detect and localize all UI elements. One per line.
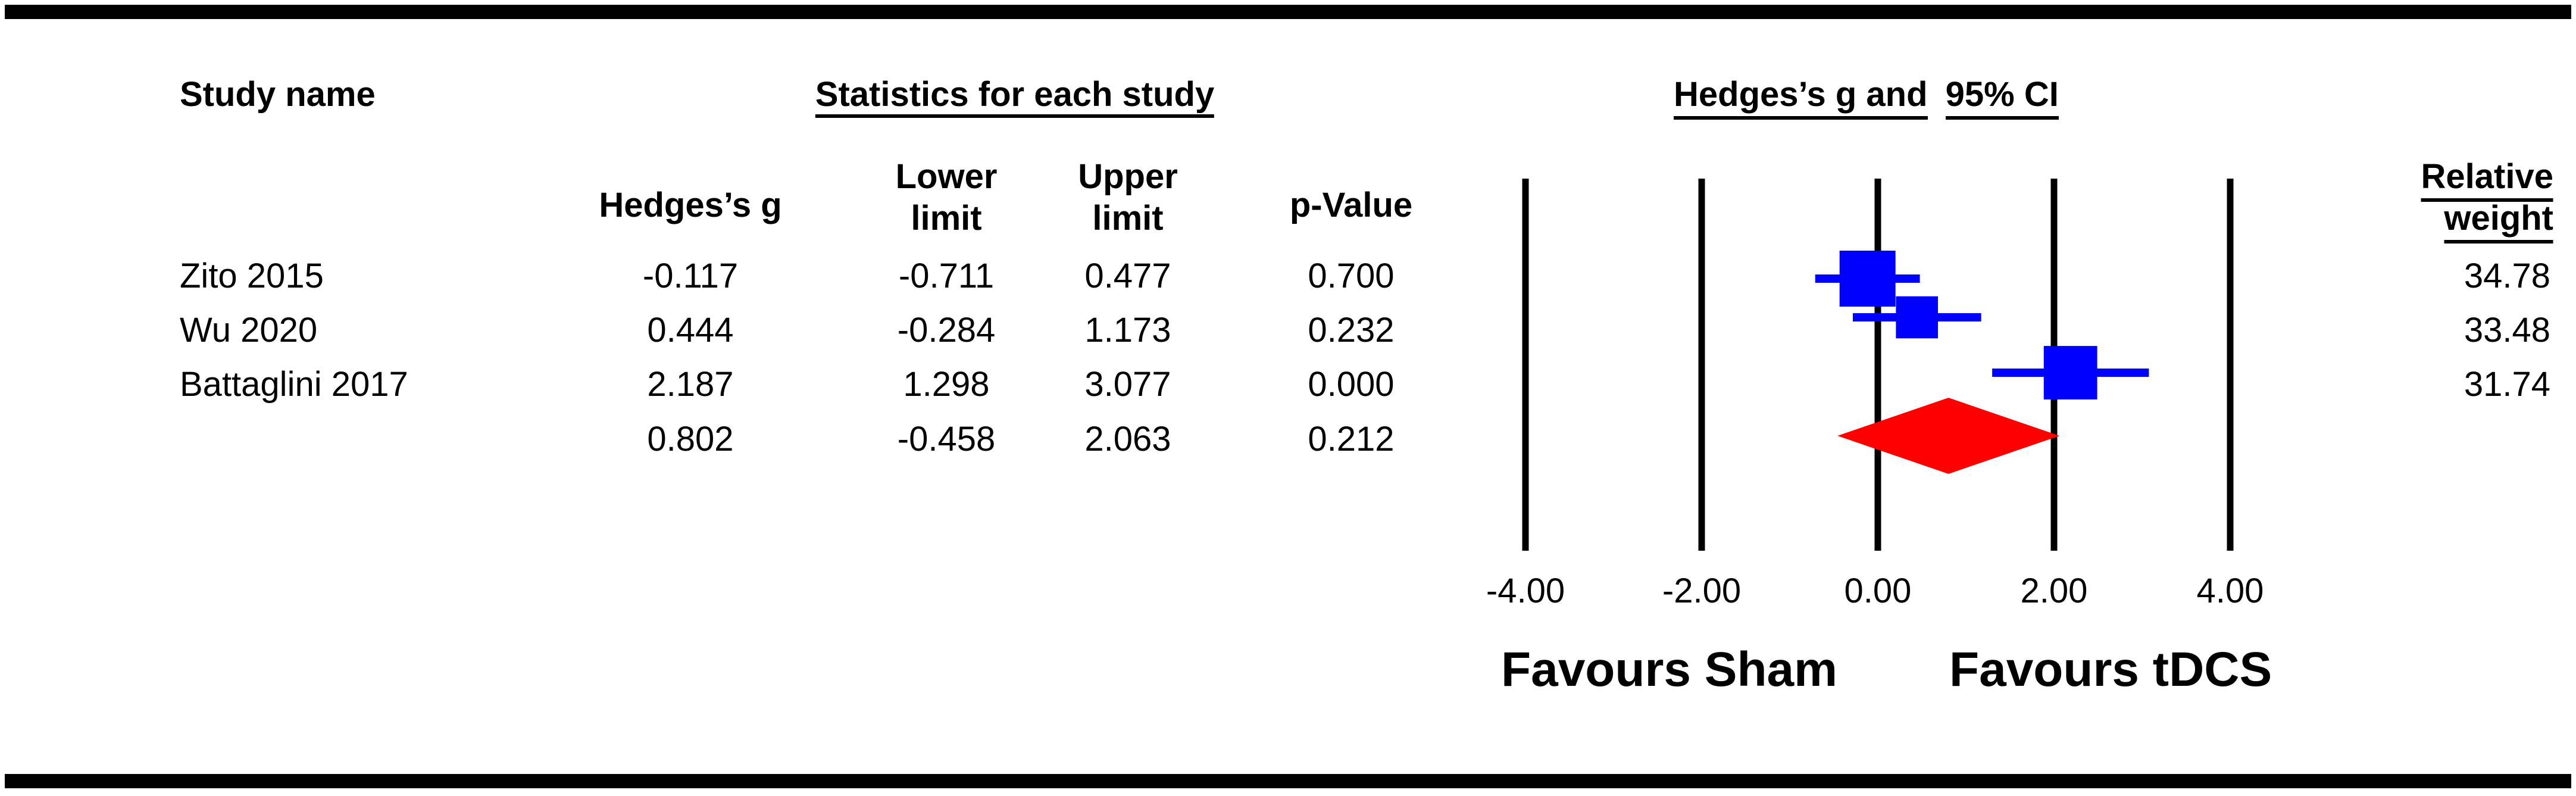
study-name: Battaglini 2017	[180, 365, 408, 404]
x-tick-label: 4.00	[2197, 572, 2264, 610]
favours-right-label: Favours tDCS	[1949, 642, 2272, 697]
plot-group-header-part2: 95% CI	[1945, 75, 2059, 120]
pooled-effect-diamond	[1837, 398, 2060, 474]
upper-limit-value: 1.173	[1084, 311, 1171, 349]
upper-limit-value: 0.477	[1084, 257, 1171, 295]
lower-limit-value: -0.284	[897, 311, 996, 349]
relative-weight-header: Relative weight	[2421, 156, 2553, 244]
lower-limit-value: 1.298	[903, 365, 990, 404]
p-value: 0.232	[1308, 311, 1395, 349]
top-rule	[5, 5, 2571, 19]
upper-limit-header-line2: limit	[1092, 198, 1164, 238]
p-value: 0.700	[1308, 257, 1395, 295]
statistics-group-header: Statistics for each study	[815, 77, 1215, 118]
relative-weight-value: 33.48	[2464, 311, 2550, 349]
plot-group-header-part1: Hedges’s g and	[1674, 75, 1928, 120]
study-name: Zito 2015	[180, 257, 324, 295]
lower-limit-header: Lower limit	[896, 156, 998, 239]
x-tick-label: 2.00	[2021, 572, 2088, 610]
hedges-g-value: -0.117	[642, 257, 739, 295]
upper-limit-value: 3.077	[1084, 365, 1171, 404]
bottom-rule	[5, 774, 2571, 788]
summary-upper-limit-value: 2.063	[1084, 420, 1171, 458]
upper-limit-header: Upper limit	[1078, 156, 1178, 239]
summary-lower-limit-value: -0.458	[897, 420, 996, 458]
x-tick-label: -4.00	[1486, 572, 1565, 610]
summary-hedges-g-value: 0.802	[647, 420, 734, 458]
lower-limit-value: -0.711	[898, 257, 995, 295]
x-tick-label: 0.00	[1845, 572, 1912, 610]
relative-weight-header-line1: Relative	[2421, 157, 2553, 202]
study-effect-square	[1839, 251, 1896, 307]
plot-group-header: Hedges’s g and 95% CI	[1674, 75, 2059, 120]
study-effect-square	[2043, 346, 2097, 399]
study-name: Wu 2020	[180, 311, 318, 349]
relative-weight-header-line2: weight	[2444, 198, 2553, 244]
x-tick-label: -2.00	[1662, 572, 1741, 610]
p-value-header: p-Value	[1289, 186, 1413, 224]
favours-left-label: Favours Sham	[1501, 642, 1837, 697]
upper-limit-header-line1: Upper	[1078, 157, 1178, 196]
hedges-g-header: Hedges’s g	[599, 186, 782, 224]
study-name-header: Study name	[180, 75, 376, 114]
hedges-g-value: 0.444	[647, 311, 734, 349]
relative-weight-value: 31.74	[2464, 365, 2550, 404]
lower-limit-header-line1: Lower	[895, 157, 998, 196]
relative-weight-value: 34.78	[2464, 257, 2550, 295]
p-value: 0.000	[1308, 365, 1395, 404]
study-effect-square	[1896, 296, 1939, 339]
lower-limit-header-line2: limit	[911, 198, 982, 238]
summary-p-value: 0.212	[1308, 420, 1395, 458]
hedges-g-value: 2.187	[647, 365, 734, 404]
